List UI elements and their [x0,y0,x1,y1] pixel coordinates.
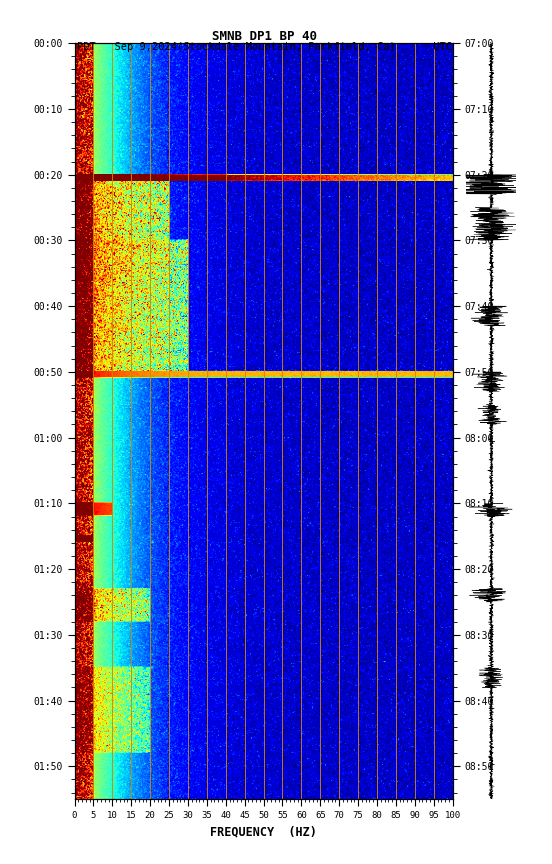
Text: SMNB DP1 BP 40: SMNB DP1 BP 40 [213,30,317,43]
X-axis label: FREQUENCY  (HZ): FREQUENCY (HZ) [210,826,317,839]
Text: PDT   Sep 9,2024(Stockdale Mountain, Parkfield, Ca)      UTC: PDT Sep 9,2024(Stockdale Mountain, Parkf… [77,42,453,53]
